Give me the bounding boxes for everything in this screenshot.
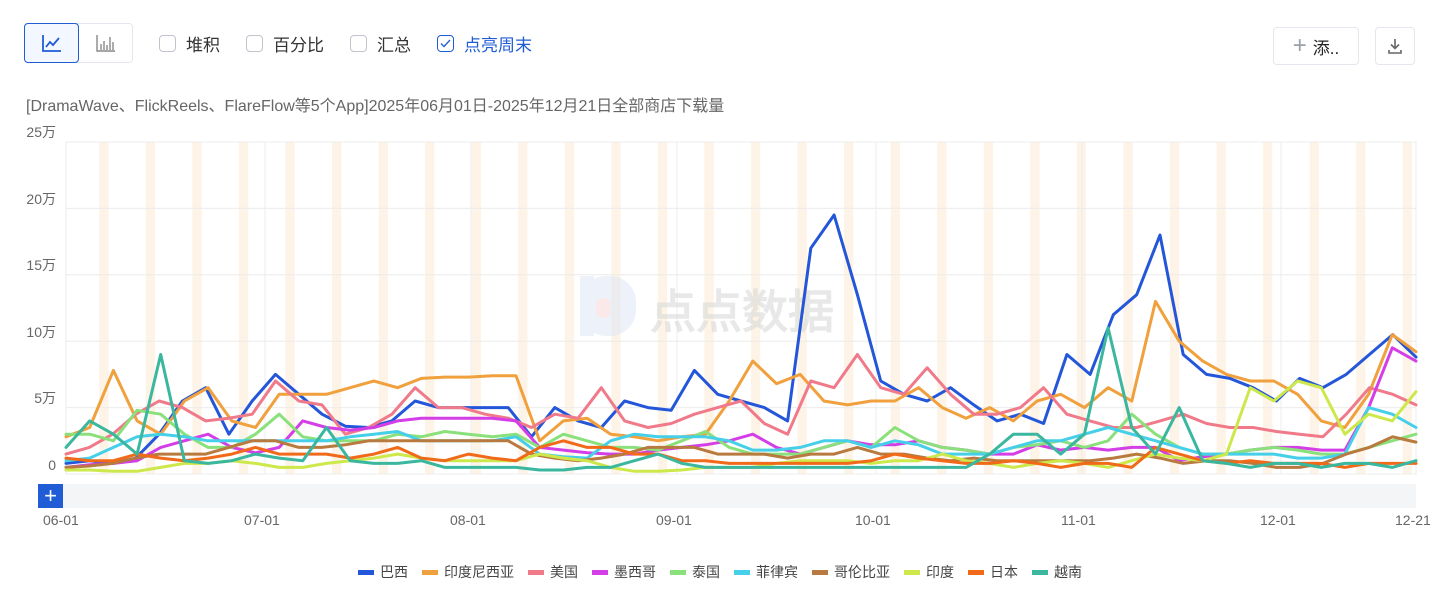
legend-label: 印度尼西亚 xyxy=(444,564,514,580)
add-button[interactable]: + 添.. xyxy=(1273,27,1359,65)
series-line[interactable] xyxy=(64,435,1418,469)
download-icon xyxy=(1388,39,1402,54)
legend-label: 墨西哥 xyxy=(614,564,656,580)
summary-checkbox[interactable]: 汇总 xyxy=(350,31,411,56)
legend-item-mexico[interactable]: 墨西哥 xyxy=(592,562,656,582)
legend-item-vietnam[interactable]: 越南 xyxy=(1032,562,1082,582)
checkbox-box[interactable] xyxy=(437,34,454,52)
percentage-checkbox[interactable]: 百分比 xyxy=(246,31,324,56)
checkbox-label: 堆积 xyxy=(186,35,220,55)
chart-legend: 巴西 印度尼西亚 美国 墨西哥 泰国 菲律宾 哥伦比亚 印度 日本 越南 xyxy=(0,562,1440,582)
series-line[interactable] xyxy=(64,439,1418,469)
legend-item-japan[interactable]: 日本 xyxy=(968,562,1018,582)
download-button[interactable] xyxy=(1375,27,1415,65)
legend-swatch xyxy=(734,569,750,575)
legend-item-brazil[interactable]: 巴西 xyxy=(358,562,408,582)
legend-swatch xyxy=(670,569,686,575)
legend-item-usa[interactable]: 美国 xyxy=(528,562,578,582)
legend-label: 美国 xyxy=(550,564,578,580)
series-line[interactable] xyxy=(64,406,1418,463)
highlight-weekend-checkbox[interactable]: 点亮周末 xyxy=(437,31,532,56)
x-tick-label: 10-01 xyxy=(855,512,891,528)
checkbox-box[interactable] xyxy=(350,34,367,52)
series-line[interactable] xyxy=(64,408,1418,456)
legend-item-indonesia[interactable]: 印度尼西亚 xyxy=(422,562,514,582)
x-tick-label: 12-21 xyxy=(1395,512,1431,528)
legend-swatch xyxy=(422,569,438,575)
plus-icon: + xyxy=(1292,32,1307,59)
checkbox-box[interactable] xyxy=(246,34,263,52)
check-icon xyxy=(440,39,451,47)
legend-label: 巴西 xyxy=(380,564,408,580)
data-zoom-slider[interactable]: + xyxy=(38,484,1416,508)
checkbox-label: 点亮周末 xyxy=(464,35,532,55)
series-line[interactable] xyxy=(64,353,1418,456)
watermark-logo: 点点数据 xyxy=(580,276,834,339)
bar-chart-icon xyxy=(95,35,115,52)
x-tick-label: 11-01 xyxy=(1061,512,1096,528)
x-tick-label: 09-01 xyxy=(656,512,692,528)
line-chart-icon xyxy=(41,35,61,52)
gridlines xyxy=(65,141,1417,475)
chart-title: [DramaWave、FlickReels、FlareFlow等5个App]20… xyxy=(26,98,725,115)
legend-swatch xyxy=(358,569,374,575)
series-line[interactable] xyxy=(64,326,1418,472)
y-tick-label: 20万 xyxy=(26,191,56,207)
x-tick-label: 08-01 xyxy=(450,512,486,528)
plus-icon: + xyxy=(44,483,57,508)
svg-text:点点数据: 点点数据 xyxy=(650,285,834,339)
chart-type-switch xyxy=(24,23,133,63)
legend-item-india[interactable]: 印度 xyxy=(904,562,954,582)
y-tick-label: 25万 xyxy=(26,124,56,140)
legend-swatch xyxy=(904,569,920,575)
stacked-checkbox[interactable]: 堆积 xyxy=(159,31,220,56)
legend-swatch xyxy=(528,569,544,575)
legend-item-thailand[interactable]: 泰国 xyxy=(670,562,720,582)
bar-chart-button[interactable] xyxy=(79,24,132,62)
add-button-label: 添.. xyxy=(1312,38,1340,58)
legend-label: 菲律宾 xyxy=(756,564,798,580)
x-tick-label: 12-01 xyxy=(1260,512,1296,528)
legend-item-philippines[interactable]: 菲律宾 xyxy=(734,562,798,582)
legend-item-colombia[interactable]: 哥伦比亚 xyxy=(812,562,890,582)
legend-label: 泰国 xyxy=(692,564,720,580)
checkbox-label: 汇总 xyxy=(377,35,411,55)
y-tick-label: 5万 xyxy=(34,390,56,406)
legend-swatch xyxy=(968,569,984,575)
legend-swatch xyxy=(1032,569,1048,575)
series-lines xyxy=(64,213,1418,473)
legend-label: 日本 xyxy=(990,564,1018,580)
checkbox-label: 百分比 xyxy=(273,35,324,55)
legend-label: 印度 xyxy=(926,564,954,580)
y-tick-label: 10万 xyxy=(26,324,56,340)
x-tick-label: 06-01 xyxy=(43,512,79,528)
y-tick-label: 15万 xyxy=(26,257,56,273)
legend-label: 越南 xyxy=(1054,564,1082,580)
legend-label: 哥伦比亚 xyxy=(834,564,890,580)
y-tick-label: 0 xyxy=(48,457,56,473)
legend-swatch xyxy=(812,569,828,575)
slider-handle[interactable]: + xyxy=(38,484,63,508)
legend-swatch xyxy=(592,569,608,575)
checkbox-box[interactable] xyxy=(159,34,176,52)
line-chart-button[interactable] xyxy=(24,23,79,63)
chart-toolbar: 堆积 百分比 汇总 点亮周末 xyxy=(24,23,532,63)
x-tick-label: 07-01 xyxy=(244,512,280,528)
